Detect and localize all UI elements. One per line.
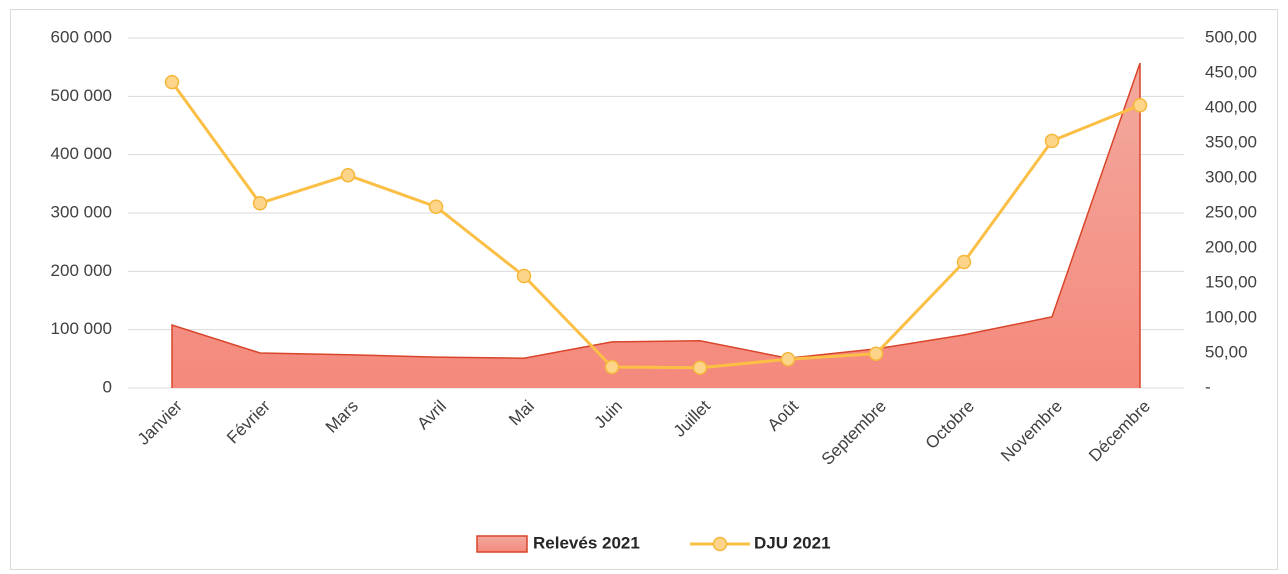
legend-label: Relevés 2021 [533,533,640,552]
y-tick-label: 600 000 [51,27,112,46]
marker [604,359,620,375]
x-tick-label: Mai [505,397,538,430]
x-tick-label: Janvier [134,396,186,448]
x-tick-label: Août [764,396,802,434]
y2-tick-label: 500,00 [1205,27,1257,46]
legend-marker [712,536,728,552]
x-tick-label: Octobre [922,397,978,453]
marker [780,352,796,367]
y2-tick-label: 450,00 [1205,62,1257,81]
y-tick-label: 300 000 [51,202,112,221]
y-tick-label: 0 [103,377,112,396]
marker [1044,133,1060,149]
y2-tick-label: - [1205,377,1211,396]
x-tick-label: Septembre [818,397,890,469]
marker [516,268,532,284]
legend-label: DJU 2021 [754,533,831,552]
marker [252,195,268,211]
marker [340,167,356,183]
y2-tick-label: 250,00 [1205,202,1257,221]
area-edge [171,62,1141,388]
x-tick-label: Novembre [997,397,1066,466]
area [172,63,1140,388]
y2-tick-label: 300,00 [1205,167,1257,186]
marker [956,254,972,270]
x-tick-label: Décembre [1085,397,1154,466]
legend-swatch [476,535,528,553]
marker [868,346,884,361]
marker [428,199,444,214]
marker [164,74,180,90]
chart-border [10,9,1278,570]
y-tick-label: 400 000 [51,144,112,163]
y-tick-label: 100 000 [51,319,112,338]
x-tick-label: Mars [322,397,362,437]
marker [1132,97,1148,113]
line [170,81,1141,370]
x-tick-label: Juin [591,397,626,432]
marker [692,360,708,375]
y2-tick-label: 400,00 [1205,97,1257,116]
y-tick-label: 200 000 [51,261,112,280]
y-tick-label: 500 000 [51,86,112,105]
x-tick-label: Avril [413,397,450,434]
y2-tick-label: 50,00 [1205,342,1248,361]
x-tick-label: Juillet [670,396,714,440]
y2-tick-label: 200,00 [1205,237,1257,256]
y2-tick-label: 100,00 [1205,307,1257,326]
y2-tick-label: 350,00 [1205,132,1257,151]
y2-tick-label: 150,00 [1205,272,1257,291]
x-tick-label: Février [223,396,274,447]
